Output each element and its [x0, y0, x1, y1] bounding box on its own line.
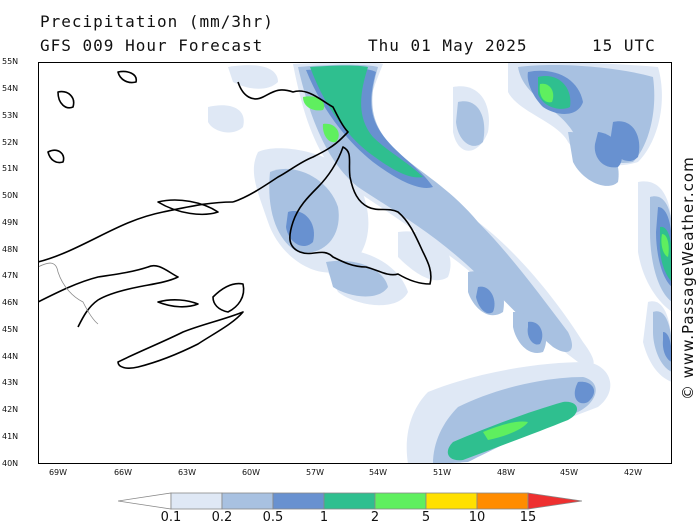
legend-swatch [425, 492, 478, 510]
lat-label: 51N [2, 164, 19, 173]
lon-label: 51W [432, 468, 452, 477]
coast-anticosti [157, 199, 219, 216]
legend-swatch [527, 492, 582, 510]
lat-label: 47N [2, 271, 19, 280]
lat-label: 53N [2, 111, 19, 120]
coast-newfoundland [289, 146, 432, 285]
legend-swatch [118, 492, 172, 510]
forecast-date: Thu 01 May 2025 [368, 36, 528, 55]
legend-swatch [374, 492, 427, 510]
legend-label: 0.1 [160, 510, 182, 525]
lon-label: 63W [177, 468, 197, 477]
lat-label: 40N [2, 459, 19, 468]
lat-label: 48N [2, 245, 19, 254]
lat-label: 45N [2, 325, 19, 334]
map-frame [38, 62, 672, 464]
lat-label: 44N [2, 352, 19, 361]
border-layer [38, 262, 99, 325]
legend-label: 0.5 [262, 510, 284, 525]
legend-label: 0.2 [211, 510, 233, 525]
lat-label: 54N [2, 84, 19, 93]
legend-swatch [476, 492, 529, 510]
lat-label: 49N [2, 218, 19, 227]
coast-nova-scotia [117, 311, 244, 369]
lat-label: 43N [2, 378, 19, 387]
legend-label: 1 [319, 510, 329, 525]
legend-label: 5 [421, 510, 431, 525]
lat-label: 41N [2, 432, 19, 441]
legend-swatch [221, 492, 274, 510]
lon-label: 57W [305, 468, 325, 477]
coast-cape-breton [212, 282, 245, 313]
forecast-subtitle: GFS 009 Hour Forecast [40, 36, 264, 55]
lat-label: 46N [2, 298, 19, 307]
lon-label: 54W [368, 468, 388, 477]
lon-label: 45W [559, 468, 579, 477]
lat-label: 42N [2, 405, 19, 414]
legend-swatch [323, 492, 376, 510]
coast-gaspe-new-brunswick [38, 264, 179, 328]
coast-pei [157, 299, 199, 308]
lon-label: 66W [113, 468, 133, 477]
lon-label: 48W [496, 468, 516, 477]
lon-label: 60W [241, 468, 261, 477]
map-title: Precipitation (mm/3hr) [40, 12, 274, 31]
forecast-time: 15 UTC [592, 36, 656, 55]
precipitation-map [38, 62, 672, 464]
legend-label: 10 [468, 510, 486, 525]
site-credit: © www.PassageWeather.com [679, 156, 697, 400]
legend-swatch [272, 492, 325, 510]
precip-legend-bar [118, 492, 582, 510]
legend-label: 2 [370, 510, 380, 525]
lon-label: 69W [48, 468, 68, 477]
coastline-layer [38, 70, 432, 369]
coast-labrador [232, 81, 349, 203]
coast-quebec-north-shore [38, 201, 234, 263]
legend-swatch [170, 492, 223, 510]
coast-northern-islands [47, 70, 138, 164]
lat-label: 50N [2, 191, 19, 200]
lon-label: 42W [623, 468, 643, 477]
legend-label: 15 [519, 510, 537, 525]
lat-label: 52N [2, 138, 19, 147]
lat-label: 55N [2, 57, 19, 66]
precip-green-layer [303, 83, 669, 440]
